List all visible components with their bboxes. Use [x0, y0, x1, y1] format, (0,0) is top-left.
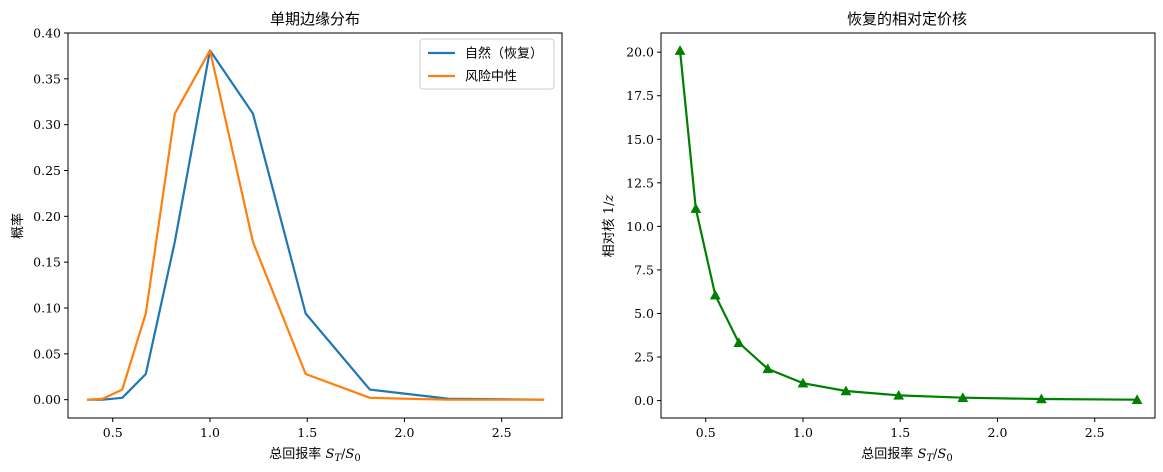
left-ytick-label: 0.30 [33, 117, 61, 132]
right-xtick-label: 1.5 [890, 425, 910, 440]
left-xlabel-zero: 0 [354, 453, 360, 464]
right-data-point [690, 203, 702, 213]
left-ytick-label: 0.20 [33, 209, 61, 224]
right-chart-ylabel: 相对核 1/z [602, 195, 617, 258]
left-chart-xlabel: 总回报率 ST/S0 [269, 446, 360, 464]
right-ytick-label: 0.0 [634, 393, 654, 408]
left-ytick-label: 0.00 [33, 392, 61, 407]
right-chart-series [674, 45, 1143, 404]
right-xlabel-zero: 0 [946, 453, 952, 464]
left-series-line-0 [87, 49, 545, 401]
right-data-point [674, 45, 686, 55]
left-ytick-label: 0.40 [33, 26, 61, 41]
left-xlabel-t: T [334, 453, 342, 464]
right-data-point [1131, 394, 1143, 404]
right-xtick-label: 1.0 [793, 425, 813, 440]
right-chart-xlabel: 总回报率 ST/S0 [861, 446, 952, 464]
left-xlabel-s0: S [345, 447, 354, 462]
right-xlabel-slash: / [933, 447, 938, 462]
right-ylabel-main: 相对核 1/ [602, 201, 617, 257]
right-xtick-label: 2.5 [1085, 425, 1105, 440]
right-data-point [840, 385, 852, 396]
left-ytick-label: 0.15 [33, 255, 61, 270]
left-xtick-label: 1.0 [200, 425, 220, 440]
right-chart-panel: 恢复的相对定价核 总回报率 ST/S0 相对核 1/z 0.5 1.0 1.5 2.0… [602, 10, 1156, 464]
right-chart-title: 恢复的相对定价核 [847, 10, 967, 28]
left-chart-panel: 单期边缘分布 总回报率 ST/S0 概率 0.5 1.0 1.5 2.0 2.50.00… [10, 10, 563, 464]
right-chart-frame [660, 32, 1156, 419]
left-xlabel-s: S [325, 447, 334, 462]
right-data-point [893, 389, 905, 400]
left-xtick-label: 0.5 [103, 425, 123, 440]
right-data-point [957, 392, 969, 402]
right-xlabel-main: 总回报率 [861, 446, 917, 462]
left-ytick-label: 0.10 [33, 301, 61, 316]
left-chart-ticks: 0.5 1.0 1.5 2.0 2.5 0.00 0.05 0.10 0.15 0.20 0.25 0… [33, 26, 511, 441]
left-ytick-label: 0.25 [33, 163, 61, 178]
right-data-point [797, 377, 809, 388]
right-ytick-label: 7.5 [634, 262, 654, 277]
left-series-line-1 [86, 49, 545, 401]
right-ytick-label: 20.0 [626, 45, 654, 60]
right-ytick-label: 12.5 [626, 175, 654, 190]
right-ylabel-z: z [602, 195, 617, 203]
right-ytick-label: 10.0 [626, 219, 654, 234]
left-ytick-label: 0.05 [33, 346, 61, 361]
right-ytick-label: 15.0 [626, 132, 654, 147]
left-xtick-label: 2.0 [395, 425, 415, 440]
left-chart-legend: 自然（恢复） 风险中性 [419, 38, 555, 90]
left-xlabel-main: 总回报率 [269, 446, 325, 462]
right-xtick-label: 2.0 [988, 425, 1008, 440]
left-xtick-label: 2.5 [492, 425, 512, 440]
left-chart-series [86, 49, 545, 401]
left-chart-title: 单期边缘分布 [270, 10, 360, 28]
right-series-line-0 [678, 50, 1138, 401]
right-chart-ticks: 0.5 1.0 1.5 2.0 2.5 0.0 2.5 5.0 7.5 10.0 12.5 15.0 1… [626, 45, 1104, 440]
right-data-point [733, 337, 745, 347]
legend-label-natural: 自然（恢复） [465, 46, 543, 62]
left-ytick-label: 0.35 [33, 71, 61, 86]
right-xlabel-s: S [917, 447, 926, 462]
right-data-point [1035, 393, 1047, 404]
left-chart-frame [67, 32, 563, 419]
right-data-point [762, 363, 774, 374]
right-xlabel-t: T [926, 453, 934, 464]
legend-label-risk-neutral: 风险中性 [465, 70, 517, 85]
right-data-point [709, 289, 721, 300]
right-ytick-label: 5.0 [634, 306, 654, 321]
left-xtick-label: 1.5 [297, 425, 317, 440]
right-ytick-label: 17.5 [626, 88, 654, 103]
right-ytick-label: 2.5 [634, 350, 654, 365]
right-xlabel-s0: S [937, 447, 946, 462]
left-chart-ylabel: 概率 [10, 213, 26, 239]
left-xlabel-slash: / [341, 447, 346, 462]
right-xtick-label: 0.5 [696, 425, 716, 440]
